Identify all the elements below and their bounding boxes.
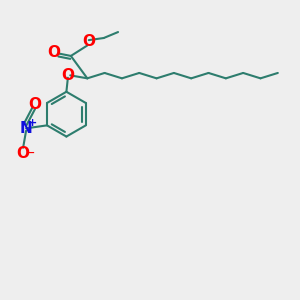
Text: O: O [16, 146, 30, 160]
Text: O: O [61, 68, 74, 83]
Text: −: − [26, 148, 35, 158]
Text: O: O [28, 97, 41, 112]
Text: +: + [28, 118, 37, 128]
Text: N: N [20, 121, 32, 136]
Text: O: O [82, 34, 95, 49]
Text: O: O [47, 45, 60, 60]
